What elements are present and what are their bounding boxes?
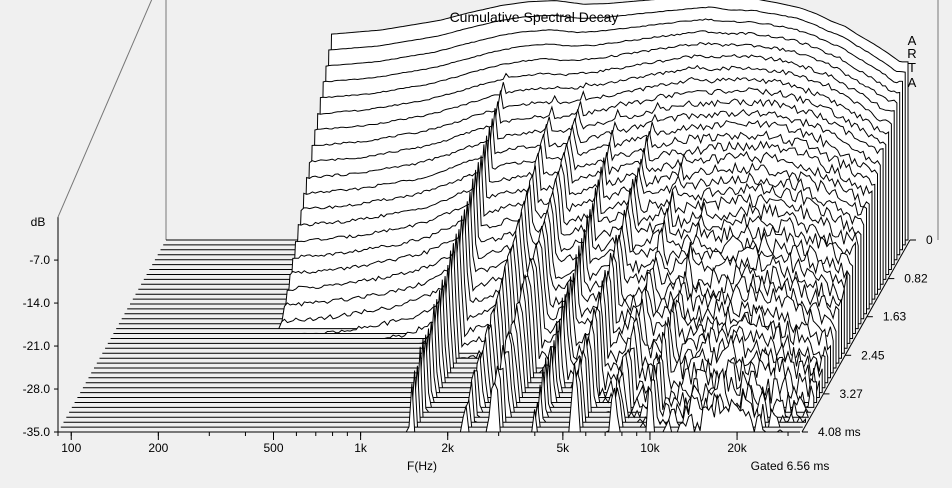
back-wall-outline	[57, 0, 153, 218]
y-tick-label: -14.0	[23, 296, 51, 310]
decay-slices	[58, 0, 909, 433]
x-tick-label: 100	[61, 441, 81, 455]
y-axis-label: dB	[31, 215, 46, 229]
time-tick-label: 0.82	[904, 272, 928, 286]
decay-slice	[69, 332, 812, 414]
axes: 100 200 500 1k 2k 5k 10k 20k -7.0 -14.0 -21.0 -28.0…	[23, 217, 933, 455]
x-tick-label: 20k	[727, 441, 747, 455]
arta-letter-a1: A	[908, 33, 917, 48]
x-axis-label: F(Hz)	[407, 459, 437, 473]
arta-letter-t: T	[908, 60, 916, 75]
x-tick-label: 10k	[640, 441, 660, 455]
arta-letter-a2: A	[908, 75, 917, 90]
back-planes	[57, 0, 939, 433]
y-tick-label: -35.0	[23, 425, 51, 439]
time-tick-label: 4.08 ms	[818, 425, 861, 439]
x-tick-label: 200	[148, 441, 168, 455]
x-tick-label: 2k	[441, 441, 455, 455]
x-tick-label: 500	[263, 441, 283, 455]
gate-label: Gated 6.56 ms	[751, 459, 830, 473]
y-tick-label: -21.0	[23, 339, 51, 353]
x-tick-label: 1k	[354, 441, 368, 455]
time-tick-label: 2.45	[861, 348, 885, 362]
time-tick-label: 1.63	[883, 310, 907, 324]
depth-axis-line	[801, 239, 911, 433]
x-tick-label: 5k	[557, 441, 571, 455]
y-tick-label: -28.0	[23, 382, 51, 396]
chart-title: Cumulative Spectral Decay	[450, 9, 619, 25]
time-tick-label: 3.27	[839, 387, 863, 401]
y-tick-label: -7.0	[29, 253, 50, 267]
time-tick-label: 0	[926, 233, 933, 247]
arta-letter-r: R	[907, 46, 916, 61]
